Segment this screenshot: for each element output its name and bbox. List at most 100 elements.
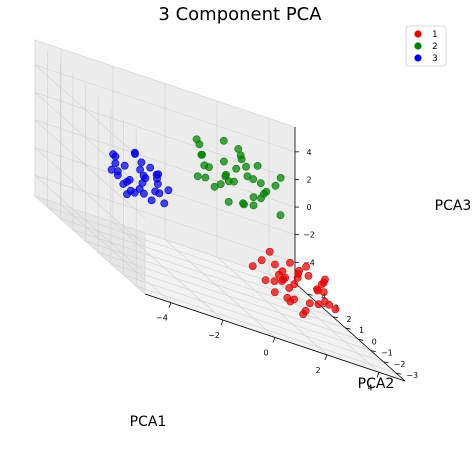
gridline-z-back xyxy=(34,119,296,208)
data-point-series-1 xyxy=(286,297,295,306)
y-axis-label: PCA2 xyxy=(358,376,395,392)
data-point-series-2 xyxy=(271,181,280,190)
data-point-series-1 xyxy=(320,297,329,306)
data-point-series-3 xyxy=(130,148,139,157)
legend: 1 2 3 xyxy=(405,25,447,67)
x-tick-mark xyxy=(376,372,380,378)
gridline-x-floor xyxy=(112,221,224,321)
y-tick-mark xyxy=(332,316,339,319)
y-tick-label: 4 xyxy=(321,292,326,301)
data-point-series-3 xyxy=(160,199,169,208)
data-point-series-1 xyxy=(305,299,314,308)
data-point-series-3 xyxy=(109,150,117,159)
data-point-series-1 xyxy=(265,247,274,256)
data-point-series-1 xyxy=(257,256,266,265)
x-tick-label: 0 xyxy=(263,349,268,358)
gridline-z-back xyxy=(34,92,296,180)
y-tick-label: 1 xyxy=(359,326,364,335)
data-point-series-2 xyxy=(257,194,265,203)
data-point-series-2 xyxy=(221,172,230,181)
data-point-series-2 xyxy=(224,197,233,206)
x-tick-label: 2 xyxy=(315,366,320,375)
data-point-series-3 xyxy=(136,165,144,174)
x-axis-label: PCA1 xyxy=(130,414,167,430)
gridline-x-floor xyxy=(60,204,172,303)
data-point-series-2 xyxy=(232,164,241,173)
data-point-series-2 xyxy=(216,180,225,188)
x-tick-mark xyxy=(272,337,276,343)
data-point-series-2 xyxy=(253,161,262,170)
z-tick-label: 2 xyxy=(306,175,311,184)
data-point-series-2 xyxy=(239,199,247,208)
data-point-series-2 xyxy=(276,173,285,182)
legend-marker-3 xyxy=(414,54,422,62)
data-point-series-3 xyxy=(164,186,173,195)
data-point-series-1 xyxy=(294,269,303,278)
y-tick-label: −2 xyxy=(394,360,406,369)
gridline-x-floor xyxy=(216,256,328,356)
data-point-series-3 xyxy=(147,196,156,205)
data-point-series-2 xyxy=(193,172,202,181)
data-point-series-2 xyxy=(219,157,228,166)
y-tick-mark xyxy=(370,350,376,352)
data-point-series-2 xyxy=(276,211,285,220)
data-point-series-2 xyxy=(237,155,246,164)
data-point-series-3 xyxy=(107,165,116,174)
data-point-series-1 xyxy=(270,288,279,297)
x-tick-label: −4 xyxy=(156,314,168,323)
y-tick-label: 0 xyxy=(372,337,377,346)
y-tick-mark xyxy=(307,293,313,296)
data-point-series-1 xyxy=(302,262,310,271)
gridline-y-floor xyxy=(136,285,397,374)
gridline-z-left xyxy=(34,119,146,219)
data-point-series-3 xyxy=(130,188,139,197)
gridline-z-left xyxy=(34,175,146,274)
data-point-series-1 xyxy=(317,280,326,289)
data-point-series-2 xyxy=(230,177,238,186)
data-point-series-3 xyxy=(151,187,160,196)
data-point-series-2 xyxy=(242,162,250,171)
data-point-series-3 xyxy=(152,170,161,179)
data-point-series-3 xyxy=(120,161,129,170)
data-point-series-2 xyxy=(234,145,243,153)
y-tick-mark xyxy=(396,372,402,375)
z-tick-label: −2 xyxy=(303,231,315,240)
gridline-z-left xyxy=(34,64,146,164)
data-point-series-1 xyxy=(299,310,308,319)
data-point-series-3 xyxy=(125,175,134,184)
chart-title: 3 Component PCA xyxy=(158,4,322,25)
y-tick-mark xyxy=(383,361,389,364)
data-point-series-1 xyxy=(286,258,294,267)
data-point-series-3 xyxy=(123,190,131,199)
z-tick-label: −4 xyxy=(303,258,315,267)
data-point-series-1 xyxy=(331,305,340,314)
data-point-series-3 xyxy=(141,174,150,183)
data-point-series-1 xyxy=(279,275,288,284)
y-tick-label: 2 xyxy=(346,315,351,324)
gridline-x-floor xyxy=(164,239,276,338)
x-tick-label: 4 xyxy=(367,383,372,392)
data-point-series-2 xyxy=(256,179,265,187)
data-point-series-2 xyxy=(198,150,206,159)
z-tick-label: 0 xyxy=(306,203,311,212)
data-point-series-1 xyxy=(304,271,313,280)
x-tick-mark xyxy=(220,319,224,326)
data-point-series-2 xyxy=(243,172,252,181)
data-point-series-1 xyxy=(313,285,321,294)
data-point-series-3 xyxy=(111,159,120,168)
legend-label-2: 2 xyxy=(432,42,438,52)
data-point-series-1 xyxy=(270,277,279,285)
data-point-series-2 xyxy=(192,135,201,144)
z-axis-label: PCA3 xyxy=(435,198,472,214)
gridline-y-floor xyxy=(110,263,371,351)
y-tick-mark xyxy=(345,327,351,330)
data-point-series-2 xyxy=(201,173,210,182)
z-tick-label: 4 xyxy=(306,148,311,157)
y-axis-line xyxy=(294,282,406,382)
legend-marker-2 xyxy=(414,42,422,50)
gridline-y-floor xyxy=(123,274,384,363)
y-tick-label: −1 xyxy=(381,349,393,358)
gridline-z-back xyxy=(34,64,296,153)
data-point-series-2 xyxy=(205,163,213,171)
